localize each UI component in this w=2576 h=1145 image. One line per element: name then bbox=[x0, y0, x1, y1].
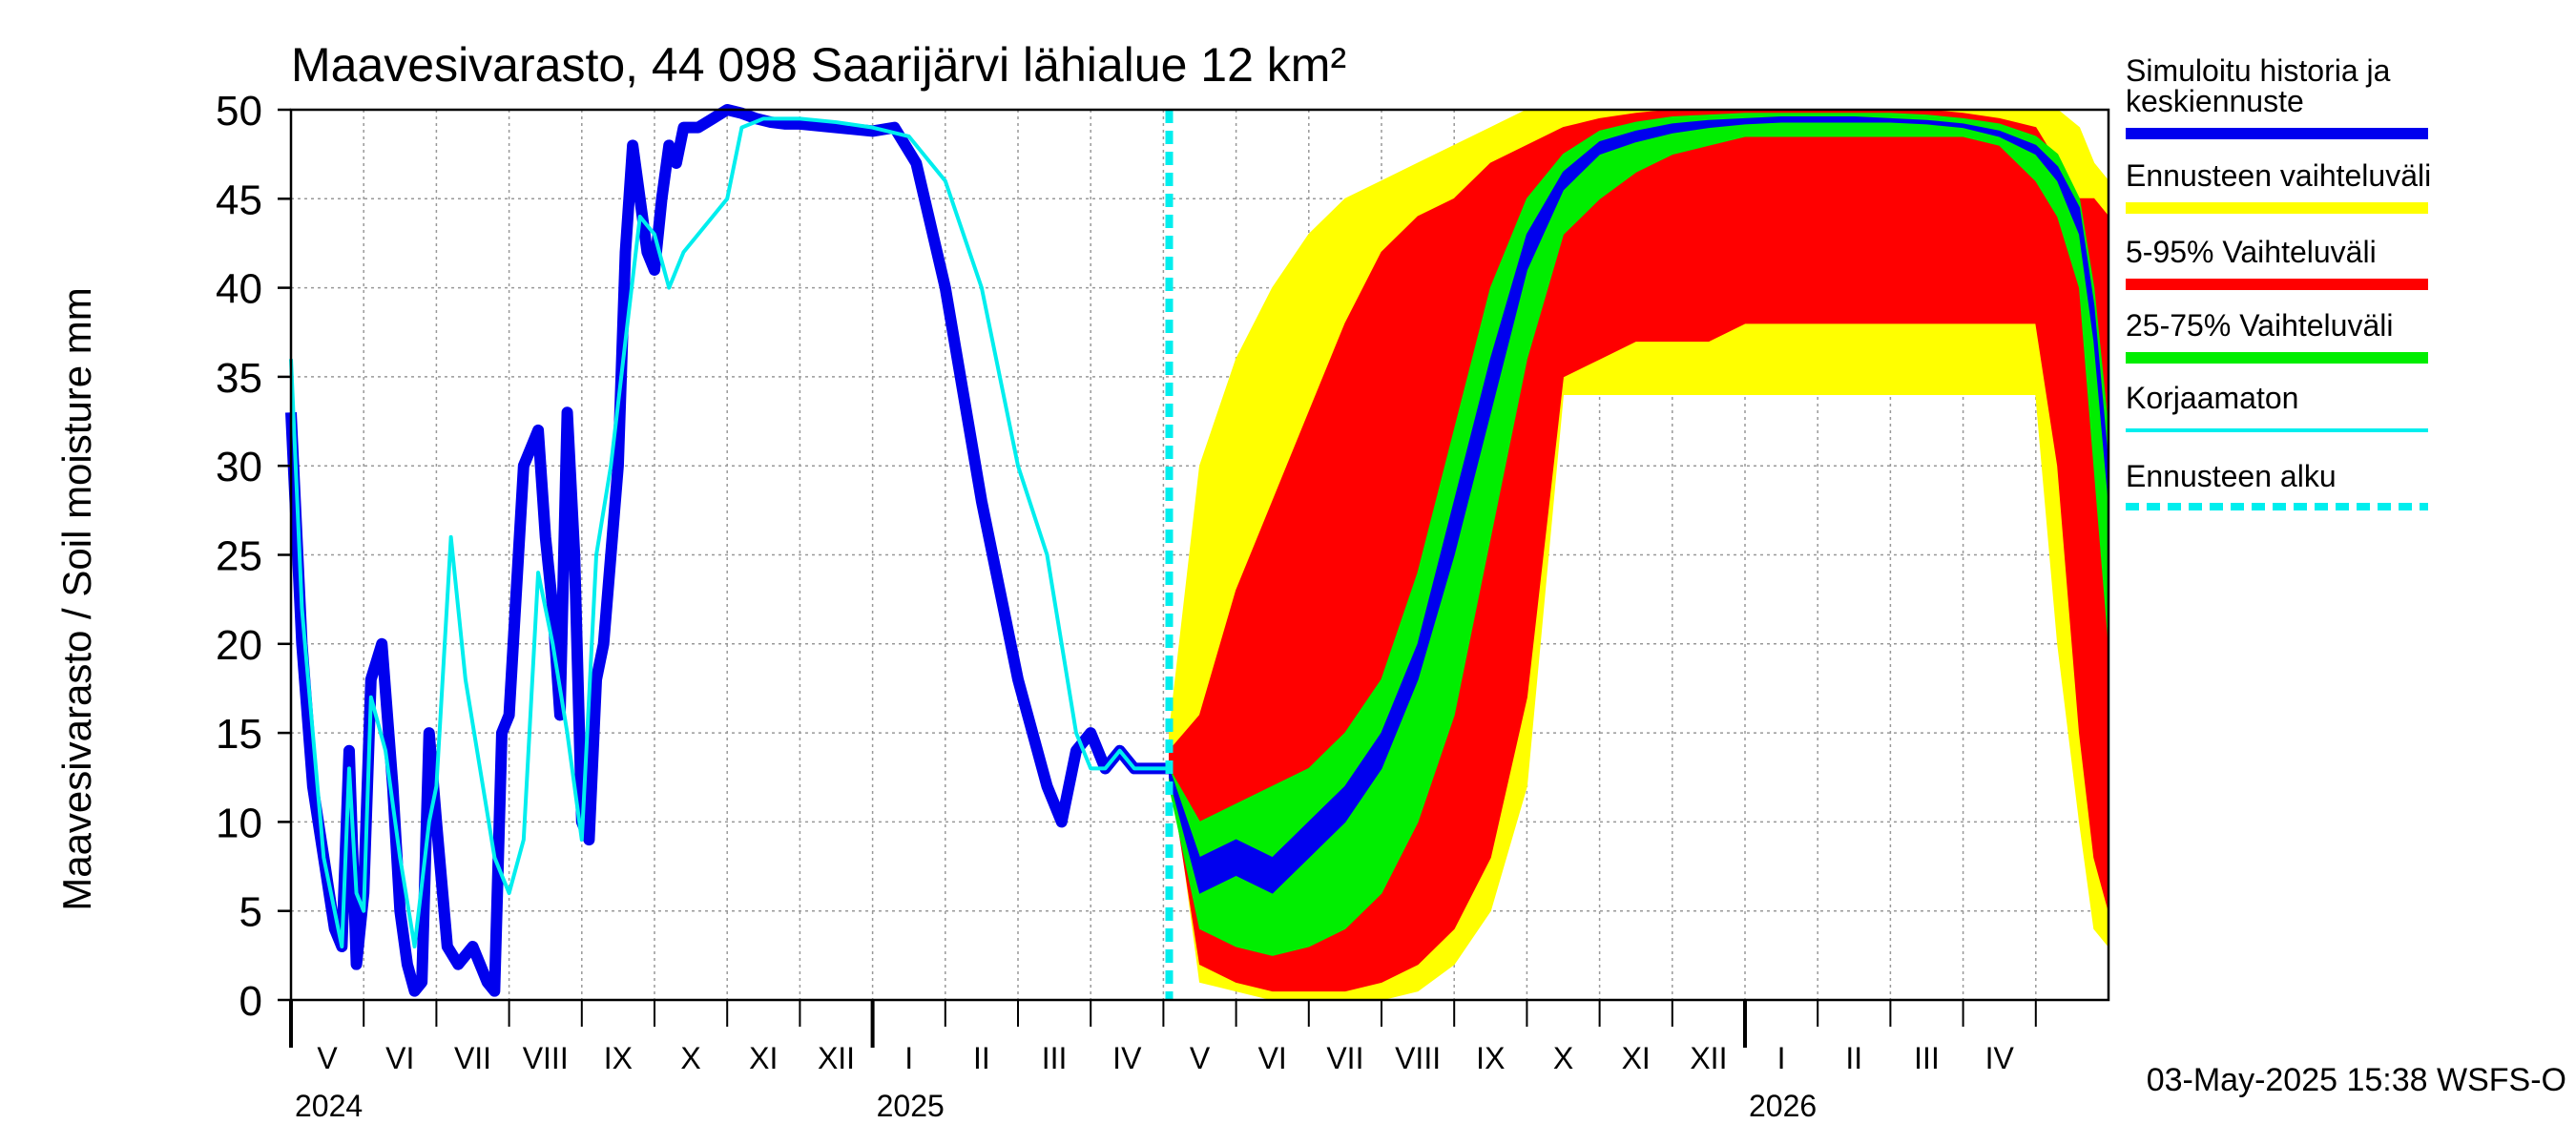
legend-label: Ennusteen vaihteluväli bbox=[2126, 158, 2431, 193]
month-label: VIII bbox=[523, 1041, 569, 1075]
month-label: II bbox=[1845, 1041, 1862, 1075]
month-label: XII bbox=[1690, 1041, 1727, 1075]
month-label: III bbox=[1042, 1041, 1068, 1075]
legend-entry: Korjaamaton bbox=[2126, 381, 2428, 432]
y-tick-label: 35 bbox=[216, 355, 262, 402]
month-label: X bbox=[680, 1041, 700, 1075]
legend-label: Simuloitu historia ja bbox=[2126, 53, 2391, 88]
legend-entry: 25-75% Vaihteluväli bbox=[2126, 308, 2428, 364]
legend-entry: Ennusteen vaihteluväli bbox=[2126, 158, 2431, 214]
footer-timestamp: 03-May-2025 15:38 WSFS-O bbox=[2147, 1062, 2566, 1098]
year-label: 2026 bbox=[1749, 1089, 1817, 1123]
month-label: IX bbox=[604, 1041, 633, 1075]
month-label: V bbox=[317, 1041, 338, 1075]
chart-title: Maavesivarasto, 44 098 Saarijärvi lähial… bbox=[291, 38, 1346, 92]
month-label: VI bbox=[385, 1041, 414, 1075]
series-uncorrected bbox=[289, 116, 1170, 949]
month-label: XII bbox=[818, 1041, 855, 1075]
month-label: XI bbox=[1622, 1041, 1651, 1075]
month-label: I bbox=[1777, 1041, 1786, 1075]
y-tick-label: 10 bbox=[216, 800, 262, 846]
month-label: XI bbox=[749, 1041, 778, 1075]
month-label: IX bbox=[1476, 1041, 1505, 1075]
legend-label: Ennusteen alku bbox=[2126, 459, 2337, 493]
legend-label: keskiennuste bbox=[2126, 84, 2304, 118]
y-tick-label: 45 bbox=[216, 177, 262, 223]
legend-label: Korjaamaton bbox=[2126, 381, 2298, 415]
y-tick-label: 30 bbox=[216, 444, 262, 490]
month-label: VII bbox=[1326, 1041, 1363, 1075]
series-simulated-history bbox=[285, 104, 1170, 997]
legend-entry: 5-95% Vaihteluväli bbox=[2126, 235, 2428, 290]
year-label: 2024 bbox=[295, 1089, 363, 1123]
y-axis-label: Maavesivarasto / Soil moisture mm bbox=[54, 287, 99, 911]
month-label: V bbox=[1190, 1041, 1211, 1075]
month-label: X bbox=[1553, 1041, 1573, 1075]
month-label: VIII bbox=[1395, 1041, 1441, 1075]
month-label: I bbox=[904, 1041, 913, 1075]
y-tick-label: 40 bbox=[216, 266, 262, 313]
month-label: IV bbox=[1112, 1041, 1142, 1075]
y-tick-label: 0 bbox=[239, 978, 262, 1025]
month-label: III bbox=[1914, 1041, 1940, 1075]
y-tick-label: 5 bbox=[239, 889, 262, 936]
legend-label: 25-75% Vaihteluväli bbox=[2126, 308, 2393, 343]
y-tick-label: 20 bbox=[216, 622, 262, 669]
y-tick-label: 50 bbox=[216, 88, 262, 135]
y-tick-label: 25 bbox=[216, 533, 262, 580]
legend-entry: Ennusteen alku bbox=[2126, 459, 2428, 510]
month-label: VI bbox=[1258, 1041, 1287, 1075]
month-label: IV bbox=[1985, 1041, 2015, 1075]
legend-label: 5-95% Vaihteluväli bbox=[2126, 235, 2377, 269]
month-label: VII bbox=[454, 1041, 491, 1075]
year-label: 2025 bbox=[877, 1089, 945, 1123]
y-tick-label: 15 bbox=[216, 711, 262, 758]
month-label: II bbox=[973, 1041, 990, 1075]
